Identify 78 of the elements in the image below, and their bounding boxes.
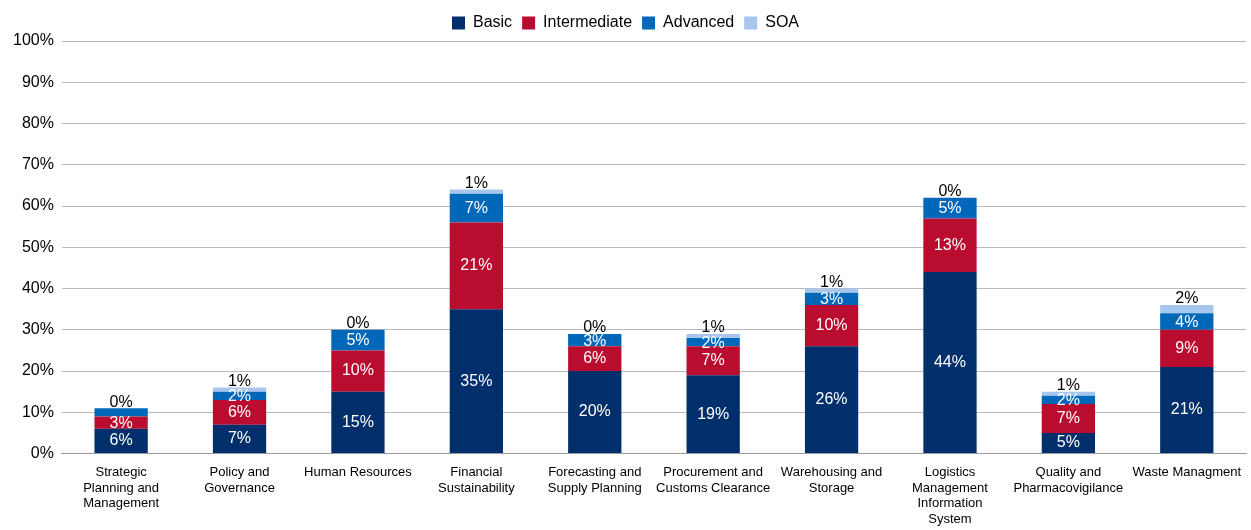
data-label: 35% bbox=[460, 371, 493, 389]
data-label: 6% bbox=[109, 431, 133, 449]
x-tick-label: Logistics Management Information System bbox=[912, 463, 989, 526]
data-label: 21% bbox=[460, 256, 493, 274]
legend-label: Intermediate bbox=[543, 13, 633, 31]
data-label: 44% bbox=[933, 352, 966, 370]
data-label: 6% bbox=[583, 349, 607, 367]
y-tick-label: 100% bbox=[13, 31, 54, 49]
data-label: 5% bbox=[938, 198, 962, 216]
data-label: 10% bbox=[341, 361, 374, 379]
y-tick-label: 30% bbox=[21, 320, 54, 338]
data-label: 3% bbox=[109, 414, 133, 432]
x-tick-label: Procurement and Customs Clearance bbox=[656, 463, 771, 495]
x-tick-label: Financial Sustainability bbox=[438, 463, 516, 495]
bar bbox=[331, 350, 385, 392]
x-tick-label: Policy and Governance bbox=[204, 463, 275, 495]
data-label: 7% bbox=[464, 198, 488, 216]
data-label: 13% bbox=[933, 235, 966, 253]
bar bbox=[804, 288, 859, 293]
bar bbox=[923, 218, 977, 273]
data-label: 0% bbox=[938, 182, 962, 200]
x-tick-label: Quality and Pharmacovigilance bbox=[1013, 463, 1124, 495]
bar bbox=[331, 391, 385, 454]
data-label: 7% bbox=[227, 429, 252, 447]
data-label: 1% bbox=[701, 318, 725, 336]
data-label: 2% bbox=[1175, 289, 1199, 307]
bar bbox=[449, 193, 503, 223]
y-tick-label: 0% bbox=[30, 444, 54, 462]
data-label: 3% bbox=[583, 331, 607, 349]
data-label: 4% bbox=[1175, 312, 1199, 330]
bar bbox=[804, 346, 859, 454]
data-label: 15% bbox=[341, 412, 374, 430]
legend-label: Advanced bbox=[663, 13, 735, 31]
data-label: 7% bbox=[1056, 408, 1080, 426]
data-label: 1% bbox=[1056, 376, 1080, 394]
data-label: 9% bbox=[1175, 338, 1199, 356]
y-tick-label: 10% bbox=[21, 402, 54, 420]
bar bbox=[568, 371, 622, 454]
bar bbox=[1160, 366, 1214, 454]
x-tick-label: Warehousing and Storage bbox=[780, 463, 883, 495]
x-tick-label: Forecasting and Supply Planning bbox=[547, 463, 642, 495]
data-label: 21% bbox=[1170, 400, 1203, 418]
legend-label: SOA bbox=[765, 13, 800, 31]
data-label: 1% bbox=[464, 173, 488, 191]
data-label: 0% bbox=[346, 314, 370, 332]
data-label: 5% bbox=[1056, 433, 1080, 451]
data-label: 6% bbox=[227, 402, 252, 420]
data-label: 7% bbox=[701, 351, 725, 369]
bar bbox=[1041, 404, 1096, 433]
y-tick-label: 80% bbox=[21, 113, 54, 131]
data-label: 10% bbox=[815, 316, 848, 334]
y-tick-label: 70% bbox=[21, 155, 54, 173]
y-tick-label: 90% bbox=[21, 72, 54, 90]
data-label: 1% bbox=[227, 371, 252, 389]
data-label: 5% bbox=[346, 330, 370, 348]
x-tick-label: Human Resources bbox=[304, 463, 413, 479]
y-tick-label: 40% bbox=[21, 278, 54, 296]
data-label: 20% bbox=[578, 402, 611, 420]
bar bbox=[94, 408, 148, 417]
x-tick-label: Waste Managment bbox=[1132, 463, 1242, 479]
data-label: 3% bbox=[820, 290, 844, 308]
data-label: 1% bbox=[820, 272, 844, 290]
bar bbox=[449, 222, 503, 310]
x-tick-label: Strategic Planning and Management bbox=[83, 463, 160, 511]
bar bbox=[1160, 305, 1214, 314]
y-tick-label: 50% bbox=[21, 237, 54, 255]
bar bbox=[449, 309, 503, 454]
data-label: 19% bbox=[697, 404, 730, 422]
y-tick-label: 60% bbox=[21, 196, 54, 214]
legend-label: Basic bbox=[472, 13, 513, 31]
data-label: 26% bbox=[815, 390, 848, 408]
y-tick-label: 20% bbox=[21, 361, 54, 379]
bar bbox=[1160, 329, 1214, 367]
bar bbox=[923, 272, 977, 454]
bar bbox=[449, 189, 503, 194]
bar bbox=[686, 375, 740, 454]
bar bbox=[804, 305, 859, 347]
data-label: 0% bbox=[109, 392, 133, 410]
